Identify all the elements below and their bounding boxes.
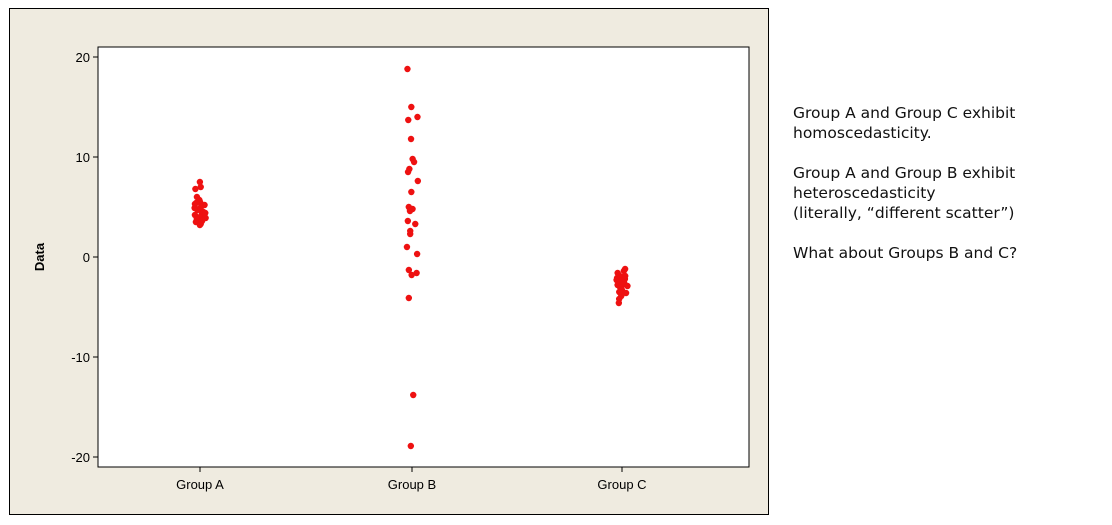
heteroscedasticity-note: Group A and Group B exhibit heteroscedas…: [793, 163, 1108, 223]
data-point: [620, 267, 628, 275]
data-point: [616, 288, 623, 296]
data-point: [407, 135, 415, 143]
data-point: [614, 281, 621, 289]
data-point: [405, 266, 413, 274]
x-tick-label: Group A: [176, 477, 224, 492]
notes-panel: Group A and Group C exhibit homoscedasti…: [793, 103, 1108, 283]
note-line: heteroscedasticity: [793, 184, 936, 202]
data-point: [624, 282, 631, 290]
y-tick-label: -10: [71, 350, 90, 365]
data-point: [192, 185, 199, 193]
data-point: [196, 221, 204, 229]
note-line: Group A and Group C exhibit: [793, 104, 1016, 122]
data-point: [410, 158, 418, 166]
plot-area: [97, 46, 750, 468]
note-line: What about Groups B and C?: [793, 244, 1018, 262]
scatter-chart: 20 10 0 -10 -20 Group A Group B Group C Data: [32, 46, 750, 492]
chart-frame: 20 10 0 -10 -20 Group A Group B Group C Data: [9, 8, 769, 515]
y-tick-label: 0: [83, 250, 90, 265]
x-tick-label: Group C: [597, 477, 646, 492]
data-point: [407, 442, 415, 450]
data-point: [202, 214, 209, 222]
note-line: Group A and Group B exhibit: [793, 164, 1016, 182]
data-point: [408, 188, 415, 196]
data-point: [196, 178, 204, 186]
data-point: [412, 220, 419, 228]
data-point: [405, 116, 412, 124]
data-point: [404, 65, 411, 73]
data-point: [406, 207, 414, 215]
data-point: [408, 271, 415, 279]
x-tick-label: Group B: [388, 477, 436, 492]
data-point: [191, 204, 198, 212]
data-point: [192, 199, 200, 207]
homoscedasticity-note: Group A and Group C exhibit homoscedasti…: [793, 103, 1108, 143]
note-line: (literally, “different scatter”): [793, 204, 1015, 222]
data-point: [404, 168, 412, 176]
data-point: [414, 113, 421, 121]
data-point: [615, 299, 623, 307]
y-tick-label: 10: [76, 150, 90, 165]
y-tick-label: -20: [71, 450, 90, 465]
note-line: homoscedasticity.: [793, 124, 932, 142]
data-point: [202, 209, 209, 217]
question-note: What about Groups B and C?: [793, 243, 1108, 263]
data-point: [410, 391, 417, 399]
data-point: [197, 183, 204, 191]
data-point: [621, 272, 629, 280]
data-point: [413, 269, 420, 277]
data-point: [413, 250, 421, 258]
data-point: [414, 177, 422, 185]
data-point: [408, 103, 415, 111]
data-point: [404, 217, 412, 225]
data-point: [403, 243, 411, 251]
data-point: [407, 230, 414, 238]
y-tick-label: 20: [76, 50, 90, 65]
y-axis-title: Data: [32, 242, 47, 271]
data-point: [405, 294, 413, 302]
